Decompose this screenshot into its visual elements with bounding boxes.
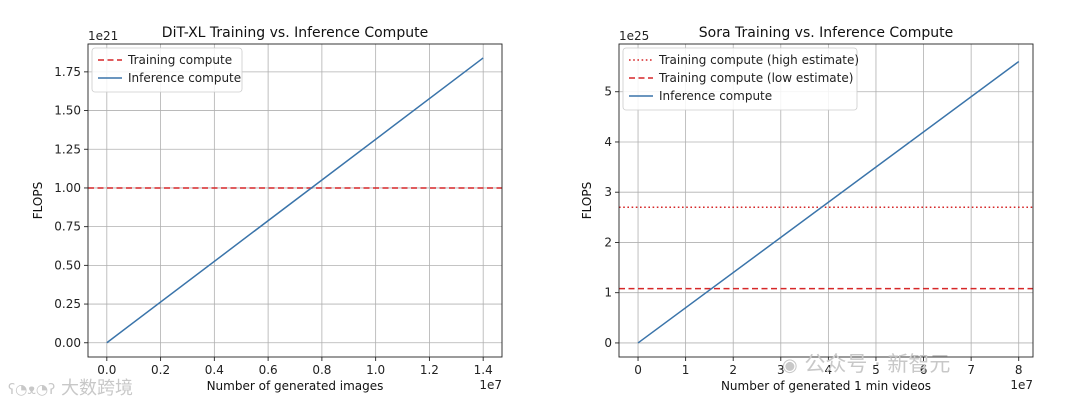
y-tick-label: 1.25 (54, 142, 81, 156)
legend: Training compute (high estimate) Training… (622, 47, 859, 111)
legend-label: Inference compute (128, 71, 241, 85)
watermark-left: ʕ◔ᴥ◔ʔ 大数跨境 (8, 374, 133, 400)
y-tick-label: 0.00 (54, 336, 81, 350)
y-tick-label: 0 (604, 336, 612, 350)
y-tick-label: 1.00 (54, 181, 81, 195)
series-line-2 (106, 57, 484, 344)
y-offset-label: 1e21 (88, 29, 118, 43)
y-axis-label: FLOPS (580, 182, 594, 219)
legend-label: Inference compute (659, 89, 772, 103)
x-tick-label: 0 (634, 363, 642, 377)
x-tick-label: 0.2 (151, 363, 170, 377)
y-tick-label: 0.50 (54, 258, 81, 272)
series-group (619, 60, 1033, 344)
x-axis-label: Number of generated 1 min videos (721, 379, 931, 393)
x-tick-label: 6 (920, 363, 928, 377)
y-offset-label: 1e25 (619, 29, 649, 43)
x-offset-label: 1e7 (1010, 378, 1033, 392)
x-offset-label: 1e7 (479, 378, 502, 392)
x-tick-label: 0.6 (259, 363, 278, 377)
series-line-3 (637, 60, 1020, 344)
y-tick-label: 1.75 (54, 65, 81, 79)
x-tick-label: 7 (967, 363, 975, 377)
y-tick-label: 2 (604, 235, 612, 249)
y-tick-label: 5 (604, 85, 612, 99)
x-tick-label: 4 (825, 363, 833, 377)
y-tick-label: 3 (604, 185, 612, 199)
wechat-icon: ◉ (782, 355, 798, 376)
x-tick-label: 2 (729, 363, 737, 377)
x-tick-label: 1.4 (474, 363, 493, 377)
plot-frame (618, 43, 1034, 358)
series-group (88, 57, 502, 344)
chart-panel-2: 0 1 2 3 4 5 6 7 8 0 1 2 3 4 5 1e25 1e7 Sora Training vs. … (580, 25, 1034, 393)
legend: Training compute Inference compute (91, 47, 243, 93)
x-tick-label: 0.4 (205, 363, 224, 377)
y-tick-label: 1.50 (54, 104, 81, 118)
chart-title: DiT-XL Training vs. Inference Compute (162, 25, 428, 41)
watermark-left-text: 大数跨境 (60, 378, 133, 399)
y-axis-label: FLOPS (31, 182, 45, 219)
legend-label: Training compute (127, 53, 232, 67)
x-axis-label: Number of generated images (207, 379, 384, 393)
chart-panel-1: 0.0 0.2 0.4 0.6 0.8 1.0 1.2 1.4 0.00 0.25 0.50 0.75… (31, 25, 503, 393)
watermark-right-text: 公众号 · 新智元 (804, 352, 951, 376)
legend-box (91, 47, 243, 93)
watermark-logo-icon: ʕ◔ᴥ◔ʔ (8, 382, 56, 398)
y-tick-label: 4 (604, 135, 612, 149)
x-tick-label: 0.0 (97, 363, 116, 377)
chart-title: Sora Training vs. Inference Compute (699, 25, 954, 41)
y-tick-label: 0.25 (54, 297, 81, 311)
y-tick-label: 1 (604, 286, 612, 300)
legend-label: Training compute (low estimate) (658, 71, 853, 85)
x-tick-label: 1.2 (420, 363, 439, 377)
x-tick-label: 8 (1015, 363, 1023, 377)
y-tick-label: 0.75 (54, 220, 81, 234)
legend-box (622, 47, 858, 111)
watermark-right: ◉ 公众号 · 新智元 (782, 348, 950, 378)
x-tick-label: 1.0 (366, 363, 385, 377)
plot-frame (87, 43, 503, 358)
x-tick-label: 3 (777, 363, 785, 377)
x-tick-label: 1 (682, 363, 690, 377)
x-tick-label: 0.8 (312, 363, 331, 377)
legend-label: Training compute (high estimate) (658, 53, 859, 67)
x-tick-label: 5 (872, 363, 880, 377)
